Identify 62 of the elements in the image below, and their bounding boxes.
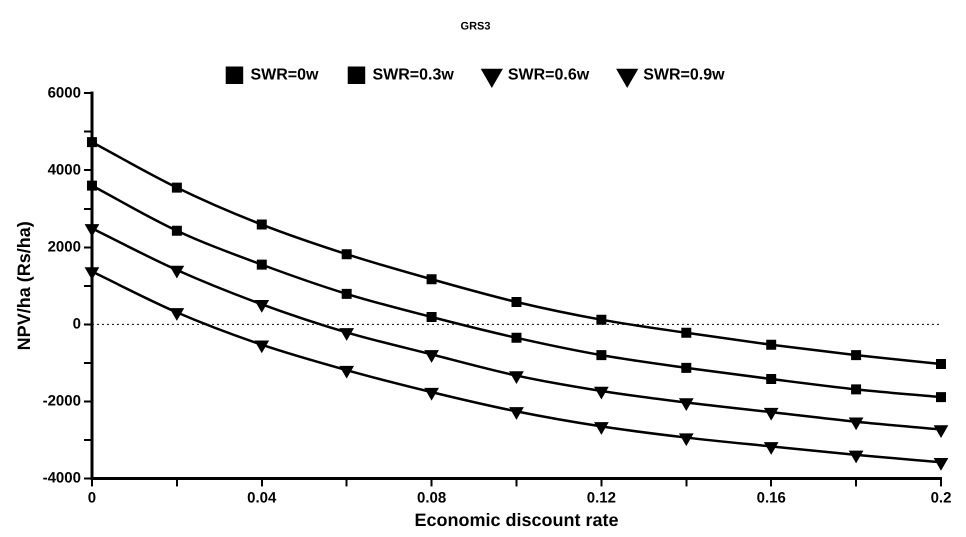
point (596, 350, 606, 360)
x-tick-label: 0.12 (586, 490, 616, 507)
y-tick-label: -2000 (42, 392, 81, 410)
x-tick-label: 0.04 (247, 490, 278, 507)
point (86, 180, 97, 191)
point (426, 312, 437, 322)
point (851, 350, 862, 360)
point (934, 425, 948, 438)
point (254, 340, 269, 352)
point (594, 422, 608, 434)
point (679, 433, 694, 446)
point (340, 328, 354, 340)
x-axis-title: Economic discount rate (414, 510, 619, 530)
point (766, 374, 776, 384)
point (170, 308, 184, 320)
point (85, 267, 99, 280)
point (254, 300, 269, 312)
point (340, 366, 354, 378)
point (172, 226, 182, 236)
x-tick-label: 0.2 (930, 490, 952, 507)
y-tick-label: -4000 (42, 470, 81, 487)
point (596, 314, 606, 325)
legend-label: SWR=0.9w (643, 66, 726, 84)
legend-label: SWR=0.3w (372, 66, 454, 84)
y-axis-title: NPV/ha (Rs/ha) (14, 221, 34, 350)
point (764, 442, 778, 454)
legend-label: SWR=0w (250, 66, 320, 84)
point (849, 418, 863, 430)
y-tick-label: 6000 (48, 84, 81, 102)
y-tick-label: 4000 (48, 161, 81, 178)
point (424, 388, 438, 400)
point (766, 340, 776, 350)
point (256, 220, 267, 230)
point (851, 384, 862, 394)
point (511, 332, 522, 343)
point (170, 266, 184, 278)
point (764, 408, 778, 420)
chart-title: GRS3 (460, 20, 490, 33)
point (936, 359, 946, 369)
point (681, 362, 692, 373)
x-tick-label: 0 (88, 490, 96, 507)
y-tick-label: 0 (72, 315, 81, 332)
point (256, 260, 267, 270)
point (936, 392, 946, 402)
point (86, 137, 97, 148)
point (510, 371, 524, 384)
point (511, 296, 522, 307)
x-tick-label: 0.16 (756, 490, 786, 507)
point (679, 398, 694, 410)
point (172, 182, 182, 193)
point (681, 328, 692, 338)
point (594, 386, 608, 399)
point (342, 249, 352, 260)
x-tick-label: 0.08 (416, 490, 446, 507)
legend-label: SWR=0.6w (508, 66, 590, 84)
point (849, 450, 863, 463)
point (424, 350, 438, 362)
point (510, 407, 524, 420)
point (426, 274, 437, 284)
point (342, 288, 352, 299)
point (934, 458, 948, 470)
y-tick-label: 2000 (48, 238, 81, 256)
